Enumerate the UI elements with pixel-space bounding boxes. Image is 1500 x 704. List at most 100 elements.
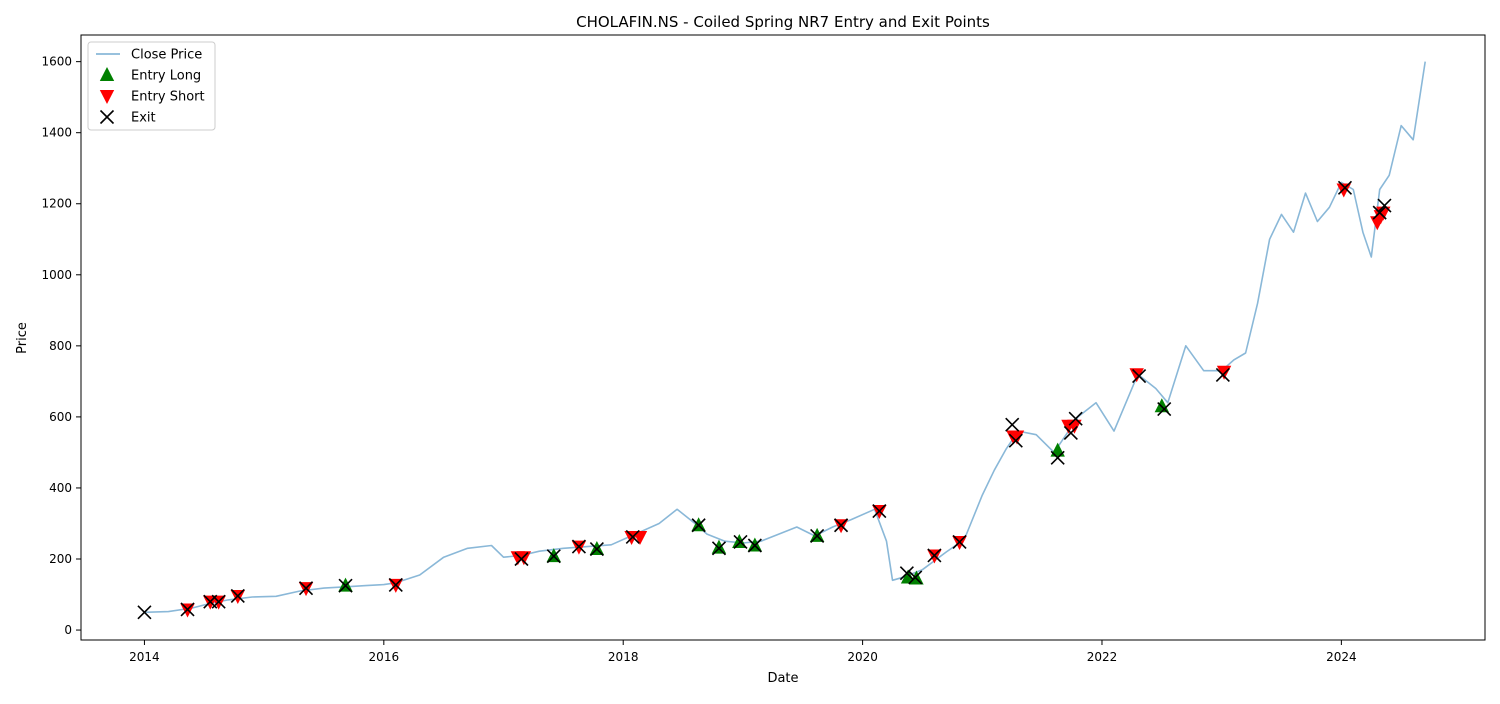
exit-marker-stroke [589,541,604,557]
exit-marker [747,538,762,553]
exit-marker-stroke [833,518,849,533]
exit-marker [1215,367,1230,383]
exit-marker-stroke [1337,180,1353,195]
exit-marker [872,503,887,519]
exit-marker-stroke [691,518,706,533]
x-axis: 2014 2016 2018 2020 2022 2024 [129,640,1357,664]
exit-marker [180,602,195,617]
exit-marker [589,541,604,557]
exit-marker [388,577,403,593]
exit-marker-stroke [388,577,403,593]
exit-marker [514,551,529,567]
exit-marker-stroke [733,534,748,550]
plot-frame [80,34,1486,641]
exit-marker-stroke [137,605,152,620]
entry-short-marker [1129,368,1144,383]
x-tick-label: 2020 [847,650,878,664]
exit-marker [298,581,314,596]
exit-marker [1337,180,1353,195]
entry-long-marker [711,539,727,554]
exit-marker-stroke [1157,402,1172,417]
marker-layer [137,180,1392,620]
exit-marker [927,548,942,563]
exit-marker [1372,205,1387,220]
exit-marker [625,529,640,545]
exit-marker-stroke [298,581,314,596]
legend: Close Price Entry Long Entry Short Exit [87,41,216,131]
legend-item: Entry Short [99,90,205,105]
y-tick-label: 0 [64,623,72,637]
exit-marker [1157,402,1172,417]
exit-marker-stroke [338,578,353,593]
plot-area [80,34,1486,641]
x-tick-label: 2016 [369,650,400,664]
exit-marker [899,566,914,581]
x-tick-label: 2022 [1087,650,1118,664]
exit-marker [1063,425,1078,440]
exit-marker [810,528,825,543]
legend-item: Close Price [96,48,202,63]
exit-marker-stroke [1050,450,1065,465]
exit-marker [711,541,727,556]
exit-marker-stroke [1063,425,1078,440]
exit-marker-stroke [625,529,640,545]
legend-label: Close Price [131,48,202,63]
exit-marker [338,578,353,593]
exit-marker [733,534,748,550]
legend-label: Entry Short [131,90,205,105]
exit-marker-stroke [810,528,825,543]
legend-swatch [99,67,115,81]
y-tick-label: 1200 [41,197,72,211]
x-tick-label: 2014 [129,650,160,664]
y-tick-label: 1600 [41,55,72,69]
exit-marker [1005,417,1020,432]
exit-marker [1050,450,1065,465]
x-axis-label: Date [767,671,798,686]
exit-marker-stroke [927,548,942,563]
x-tick-label: 2018 [608,650,639,664]
exit-marker-stroke [872,503,887,519]
y-tick-label: 1000 [41,268,72,282]
plot-background [81,35,1485,640]
legend-box [87,41,216,131]
exit-marker [546,549,561,564]
chart-title: CHOLAFIN.NS - Coiled Spring NR7 Entry an… [576,13,990,31]
legend-label: Exit [131,111,156,126]
legend-swatch [99,90,115,104]
exit-marker-stroke [1008,433,1023,448]
exit-marker-stroke [1005,417,1020,432]
entry-short-marker [1009,430,1025,445]
exit-marker [1132,368,1147,384]
exit-marker-stroke [1132,368,1147,384]
exit-marker [211,594,226,609]
y-tick-label: 800 [49,339,72,353]
y-tick-label: 1400 [41,126,72,140]
exit-marker [691,518,706,533]
legend-item: Exit [99,109,156,126]
exit-marker-stroke [211,594,226,609]
exit-marker-stroke [747,538,762,553]
exit-marker [908,570,923,585]
legend-label: Entry Long [131,69,201,84]
x-tick-label: 2024 [1326,650,1357,664]
exit-marker-stroke [1215,367,1230,383]
exit-marker-stroke [899,566,914,581]
exit-marker-stroke [180,602,195,617]
exit-marker [952,534,967,550]
exit-marker [833,518,849,533]
entry-short-marker [516,551,532,566]
legend-swatch [99,109,115,125]
legend-item: Entry Long [99,67,201,84]
y-axis: 0 200 400 600 800 1000 1200 1400 1600 [41,55,81,637]
entry-short-marker [1336,183,1351,198]
exit-marker [1377,198,1392,213]
exit-marker [230,588,245,604]
exit-marker-stroke [908,570,923,585]
y-tick-label: 200 [49,552,72,566]
y-axis-label: Price [15,322,30,354]
exit-marker-stroke [230,588,245,604]
exit-marker [1008,433,1023,448]
exit-marker-stroke [1372,205,1387,220]
